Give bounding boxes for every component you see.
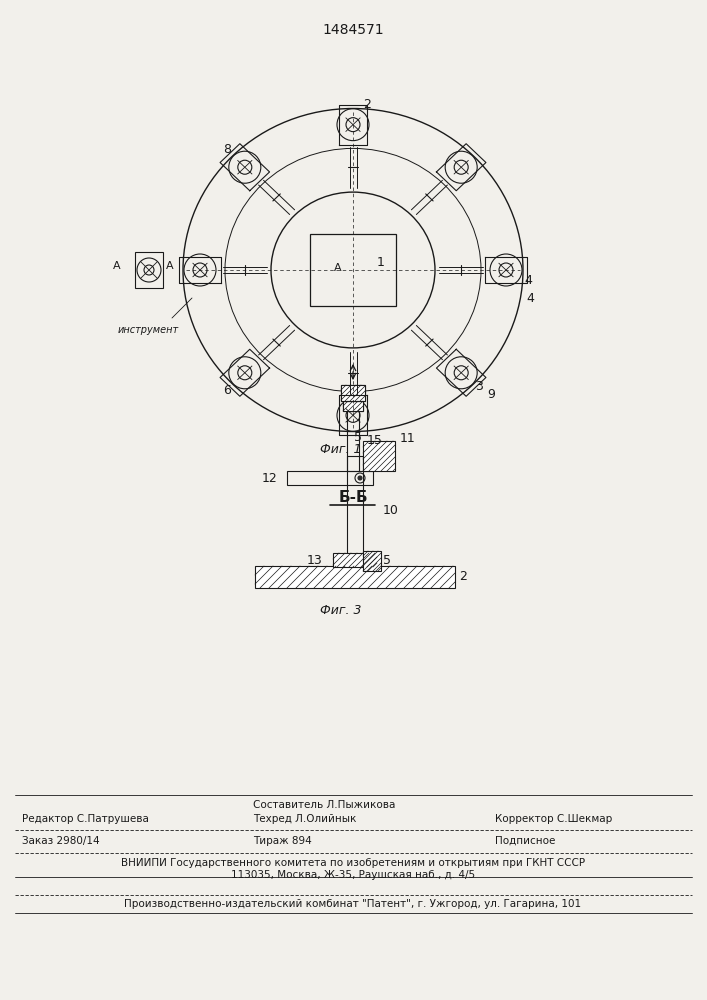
Text: 2: 2 (363, 98, 371, 111)
Bar (333, 553, 377, 567)
Text: А: А (166, 261, 174, 271)
Text: 13: 13 (307, 554, 323, 566)
Bar (363, 441, 395, 471)
Text: Заказ 2980/14: Заказ 2980/14 (22, 836, 100, 846)
Text: 5: 5 (354, 431, 362, 444)
Bar (347, 456, 363, 566)
Bar (287, 471, 373, 485)
Text: 11: 11 (400, 432, 416, 446)
Bar (310, 234, 396, 306)
Text: Б-Б: Б-Б (338, 490, 368, 506)
Text: 4: 4 (526, 292, 534, 304)
Bar (363, 551, 381, 571)
Text: Редактор С.Патрушева: Редактор С.Патрушева (22, 814, 149, 824)
Text: инструмент: инструмент (117, 325, 179, 335)
Bar (341, 385, 365, 401)
Bar (343, 401, 363, 411)
Bar (343, 401, 363, 411)
Text: 6: 6 (223, 384, 230, 397)
Text: А: А (334, 263, 341, 273)
Text: 12: 12 (262, 472, 277, 485)
Text: 1484571: 1484571 (322, 23, 384, 37)
Text: А: А (113, 261, 121, 271)
Bar (341, 385, 365, 401)
Bar (135, 252, 163, 288)
Text: 3: 3 (475, 380, 483, 393)
Text: 9: 9 (487, 388, 495, 401)
Bar (347, 411, 359, 471)
Text: Фиг. 1: Фиг. 1 (320, 443, 362, 456)
Text: Корректор С.Шекмар: Корректор С.Шекмар (495, 814, 612, 824)
Text: Подписное: Подписное (495, 836, 556, 846)
Text: 2: 2 (459, 570, 467, 584)
Text: Тираж 894: Тираж 894 (253, 836, 312, 846)
Text: Фиг. 3: Фиг. 3 (320, 603, 362, 616)
Bar (255, 566, 455, 588)
Text: 8: 8 (223, 143, 230, 156)
Text: 5: 5 (383, 554, 391, 568)
Text: 4: 4 (524, 273, 532, 286)
Circle shape (358, 476, 362, 480)
Text: Составитель Л.Пыжикова: Составитель Л.Пыжикова (253, 800, 395, 810)
Text: ВНИИПИ Государственного комитета по изобретениям и открытиям при ГКНТ СССР: ВНИИПИ Государственного комитета по изоб… (121, 858, 585, 868)
Text: 113035, Москва, Ж-35, Раушская наб., д. 4/5: 113035, Москва, Ж-35, Раушская наб., д. … (231, 870, 475, 880)
Text: Производственно-издательский комбинат "Патент", г. Ужгород, ул. Гагарина, 101: Производственно-издательский комбинат "П… (124, 899, 582, 909)
Text: 10: 10 (383, 504, 399, 518)
Text: 15: 15 (367, 434, 383, 448)
Text: Техред Л.Олийнык: Техред Л.Олийнык (253, 814, 356, 824)
Text: 1: 1 (377, 255, 385, 268)
